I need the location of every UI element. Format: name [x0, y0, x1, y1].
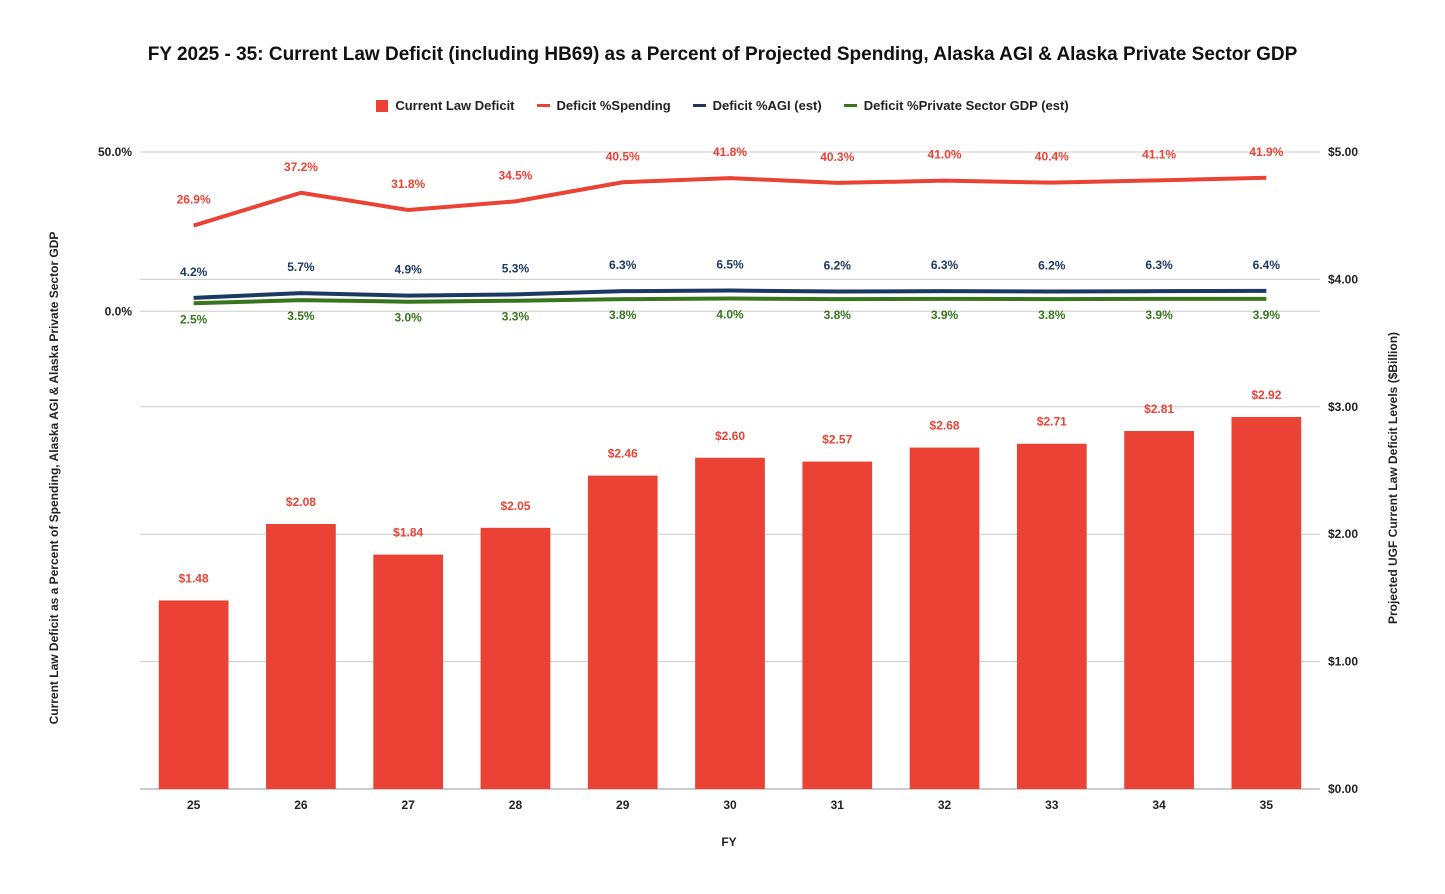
line-data-label: 3.9%: [1145, 308, 1173, 322]
line-data-label: 6.3%: [931, 258, 959, 272]
bar[interactable]: [1016, 443, 1087, 789]
y-right-tick-label: $2.00: [1328, 527, 1358, 541]
bar[interactable]: [909, 447, 980, 789]
y-left-tick-label: 50.0%: [98, 145, 132, 159]
line-data-label: 41.1%: [1142, 147, 1176, 161]
legend-swatch-bar: [376, 99, 389, 112]
line-data-label: 2.5%: [180, 312, 208, 326]
bar-data-label: $2.81: [1144, 402, 1174, 416]
y-right-tick-label: $4.00: [1328, 272, 1358, 286]
line-data-label: 3.8%: [1038, 308, 1066, 322]
bar[interactable]: [587, 475, 658, 789]
line-data-label: 31.8%: [391, 177, 425, 191]
line-data-label: 26.9%: [177, 193, 211, 207]
bar-data-label: $2.71: [1037, 415, 1067, 429]
y-axis-left-title: Current Law Deficit as a Percent of Spen…: [47, 232, 61, 725]
line-data-label: 41.9%: [1249, 145, 1283, 159]
line-data-label: 6.2%: [1038, 259, 1066, 273]
line-data-label: 4.9%: [395, 263, 423, 277]
bar[interactable]: [802, 461, 873, 789]
bar-data-label: $2.60: [715, 429, 745, 443]
line-data-label: 3.8%: [609, 308, 637, 322]
y-left-tick-label: 0.0%: [105, 304, 133, 318]
legend-swatch-line: [843, 104, 857, 107]
legend-label: Deficit %Private Sector GDP (est): [863, 98, 1069, 113]
bar[interactable]: [266, 524, 336, 789]
legend-item-deficit-agi[interactable]: Deficit %AGI (est): [692, 98, 822, 113]
legend-label: Deficit %AGI (est): [712, 98, 822, 113]
legend-item-current-law-deficit[interactable]: Current Law Deficit: [376, 98, 515, 113]
line-data-label: 6.2%: [824, 259, 852, 273]
x-tick-label: 30: [723, 798, 737, 812]
bar-data-label: $1.84: [393, 526, 423, 540]
legend: Current Law Deficit Deficit %Spending De…: [0, 98, 1445, 113]
bar[interactable]: [158, 600, 229, 789]
line-data-label: 6.5%: [716, 258, 744, 272]
line-data-label: 40.4%: [1035, 150, 1069, 164]
line-data-label: 34.5%: [498, 168, 532, 182]
x-tick-label: 34: [1152, 798, 1166, 812]
y-right-tick-label: $1.00: [1328, 655, 1358, 669]
line-data-label: 5.7%: [287, 260, 315, 274]
line-data-label: 40.5%: [606, 149, 640, 163]
y-right-tick-label: $0.00: [1328, 782, 1358, 796]
line-data-label: 4.2%: [180, 265, 208, 279]
x-axis-title: FY: [721, 835, 736, 849]
bar[interactable]: [695, 457, 765, 789]
series-line[interactable]: [193, 288, 1267, 300]
line-data-label: 3.9%: [931, 308, 959, 322]
line-data-label: 6.3%: [609, 258, 637, 272]
y-axis-right-title: Projected UGF Current Law Deficit Levels…: [1386, 332, 1400, 624]
line-data-label: 3.0%: [395, 311, 423, 325]
chart-title: FY 2025 - 35: Current Law Deficit (inclu…: [147, 44, 1298, 65]
legend-swatch-line: [692, 104, 706, 107]
x-tick-label: 29: [616, 798, 630, 812]
bar[interactable]: [373, 554, 444, 789]
line-data-label: 3.9%: [1253, 308, 1281, 322]
bar[interactable]: [480, 527, 551, 789]
line-data-label: 4.0%: [716, 308, 744, 322]
bar-data-label: $2.68: [930, 419, 960, 433]
x-tick-label: 32: [938, 798, 952, 812]
x-tick-label: 31: [831, 798, 845, 812]
bar[interactable]: [1124, 431, 1194, 789]
line-data-label: 5.3%: [502, 261, 530, 275]
legend-swatch-line: [536, 104, 550, 107]
legend-label: Deficit %Spending: [556, 98, 671, 113]
bar-data-label: $1.48: [179, 571, 209, 585]
line-data-label: 41.0%: [928, 148, 962, 162]
bar-data-label: $2.05: [500, 499, 530, 513]
line-data-label: 3.3%: [502, 310, 530, 324]
x-tick-label: 35: [1260, 798, 1274, 812]
line-data-label: 6.3%: [1145, 258, 1173, 272]
x-tick-label: 26: [294, 798, 308, 812]
bar-data-label: $2.08: [286, 495, 316, 509]
line-data-label: 37.2%: [284, 160, 318, 174]
bar-data-label: $2.92: [1251, 388, 1281, 402]
y-right-tick-label: $3.00: [1328, 400, 1358, 414]
bar[interactable]: [1231, 416, 1302, 789]
series-line[interactable]: [193, 296, 1267, 306]
x-tick-label: 33: [1045, 798, 1059, 812]
x-tick-label: 28: [509, 798, 523, 812]
bar-data-label: $2.46: [608, 447, 638, 461]
legend-item-deficit-private-gdp[interactable]: Deficit %Private Sector GDP (est): [843, 98, 1069, 113]
legend-item-deficit-spending[interactable]: Deficit %Spending: [536, 98, 671, 113]
bar-data-label: $2.57: [822, 433, 852, 447]
x-tick-label: 25: [187, 798, 201, 812]
y-right-tick-label: $5.00: [1328, 145, 1358, 159]
series-line[interactable]: [193, 175, 1267, 228]
line-data-label: 6.4%: [1253, 258, 1281, 272]
legend-label: Current Law Deficit: [395, 98, 515, 113]
line-data-label: 3.5%: [287, 309, 315, 323]
line-data-label: 40.3%: [820, 150, 854, 164]
line-data-label: 3.8%: [824, 308, 852, 322]
x-tick-label: 27: [402, 798, 416, 812]
line-data-label: 41.8%: [713, 145, 747, 159]
